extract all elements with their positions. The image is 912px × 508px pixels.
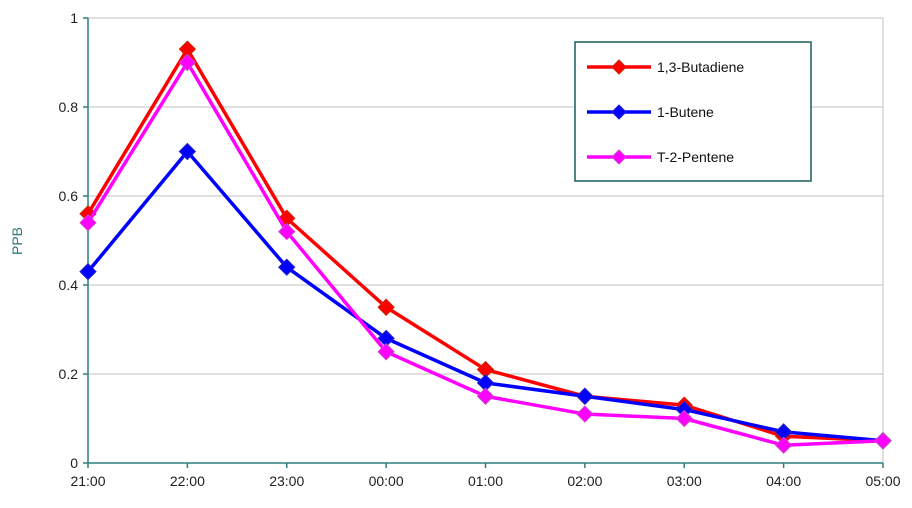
legend-label: 1-Butene bbox=[657, 104, 714, 120]
data-point bbox=[79, 262, 97, 281]
legend-label: 1,3-Butadiene bbox=[657, 59, 744, 75]
y-tick-label: 1 bbox=[70, 10, 78, 26]
data-point bbox=[774, 436, 793, 454]
y-tick-label: 0.8 bbox=[59, 99, 79, 115]
series-lines bbox=[79, 40, 892, 454]
legend-swatch-marker bbox=[611, 149, 627, 165]
series-t-2-pentene bbox=[79, 53, 892, 454]
data-point bbox=[377, 343, 395, 361]
data-point bbox=[178, 142, 197, 161]
legend: 1,3-Butadiene 1-Butene T-2-Pentene bbox=[574, 41, 812, 182]
data-point bbox=[278, 258, 296, 276]
axes bbox=[83, 17, 884, 468]
data-point bbox=[576, 387, 594, 405]
data-point bbox=[675, 409, 693, 428]
x-tick-label: 05:00 bbox=[865, 473, 900, 489]
data-point bbox=[874, 432, 892, 450]
y-axis-title: PPB bbox=[9, 227, 25, 255]
legend-swatch-marker bbox=[611, 104, 627, 120]
legend-swatch-marker bbox=[611, 59, 627, 75]
y-tick-label: 0.6 bbox=[59, 188, 79, 204]
tick-labels: 0 0.2 0.4 0.6 0.8 1 21:00 22:00 23:00 00:00 01:00 0… bbox=[59, 10, 901, 489]
x-tick-label: 03:00 bbox=[667, 473, 702, 489]
legend-label: T-2-Pentene bbox=[657, 149, 734, 165]
data-point bbox=[178, 53, 197, 72]
data-point bbox=[377, 298, 395, 316]
data-point bbox=[278, 222, 296, 241]
x-tick-label: 04:00 bbox=[766, 473, 801, 489]
x-tick-label: 21:00 bbox=[70, 473, 105, 489]
y-tick-label: 0.2 bbox=[59, 366, 79, 382]
x-tick-label: 22:00 bbox=[170, 473, 205, 489]
data-point bbox=[79, 213, 97, 232]
x-tick-label: 00:00 bbox=[369, 473, 404, 489]
x-tick-label: 02:00 bbox=[567, 473, 602, 489]
x-tick-label: 23:00 bbox=[269, 473, 304, 489]
data-point bbox=[576, 405, 594, 423]
y-tick-label: 0.4 bbox=[59, 277, 79, 293]
data-point bbox=[476, 387, 495, 405]
y-tick-label: 0 bbox=[70, 455, 78, 471]
x-tick-label: 01:00 bbox=[468, 473, 503, 489]
